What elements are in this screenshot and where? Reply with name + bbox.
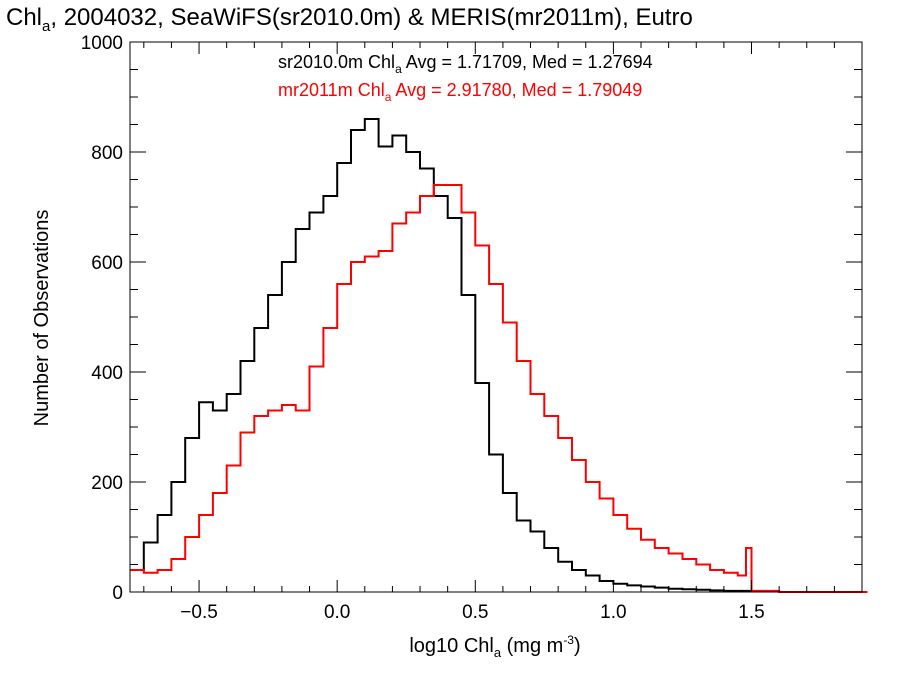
y-tick-label: 1000 [81,33,123,54]
x-tick-label: 0.0 [324,602,350,623]
series-line-mr2011m [130,184,868,593]
x-axis-label-post: ) [574,635,581,657]
series-line-sr2010.0m [130,118,757,593]
legend-sr2010-stats: sr2010.0m Chla Avg = 1.71709, Med = 1.27… [278,52,653,76]
legend-sr2010-post: Avg = 1.71709, Med = 1.27694 [402,52,653,72]
x-tick-label: 1.0 [600,602,626,623]
y-tick-label: 0 [112,583,123,604]
y-tick-label: 800 [91,143,123,164]
legend-mr2011-sub: a [385,90,392,104]
x-tick-label: −0.5 [180,602,218,623]
x-tick-label: 1.5 [738,602,764,623]
chart-title: Chla, 2004032, SeaWiFS(sr2010.0m) & MERI… [6,4,693,35]
x-axis-label-sub: a [494,645,502,660]
chart-title-post: , 2004032, SeaWiFS(sr2010.0m) & MERIS(mr… [50,4,692,31]
legend: sr2010.0m Chla Avg = 1.71709, Med = 1.27… [278,52,653,104]
legend-sr2010-pre: sr2010.0m Chl [278,52,395,72]
legend-sr2010-sub: a [395,62,402,76]
y-axis-label: Number of Observations [31,210,53,427]
axes [129,41,863,593]
y-tick-label: 600 [91,253,123,274]
y-tick-label: 400 [91,363,123,384]
legend-mr2011-post: Avg = 2.91780, Med = 1.79049 [391,80,642,100]
chart-title-pre: Chl [6,4,42,31]
x-tick-label: 0.5 [462,602,488,623]
legend-mr2011-stats: mr2011m Chla Avg = 2.91780, Med = 1.7904… [278,80,642,104]
plot-series [130,118,868,593]
x-axis-label-sup: -3 [563,633,574,647]
tick-marks: −0.5 0.0 0.5 1.0 1.5 0 200 400 600 800 1000 [81,33,862,623]
x-axis-label-mid: (mg m [501,635,563,657]
x-axis-label: log10 Chla (mg m-3) [409,633,580,660]
plot-frame [129,41,863,593]
y-tick-label: 200 [91,473,123,494]
chart-title-sub: a [42,18,51,35]
x-axis-label-pre: log10 Chl [409,635,494,657]
legend-mr2011-pre: mr2011m Chl [278,80,385,100]
